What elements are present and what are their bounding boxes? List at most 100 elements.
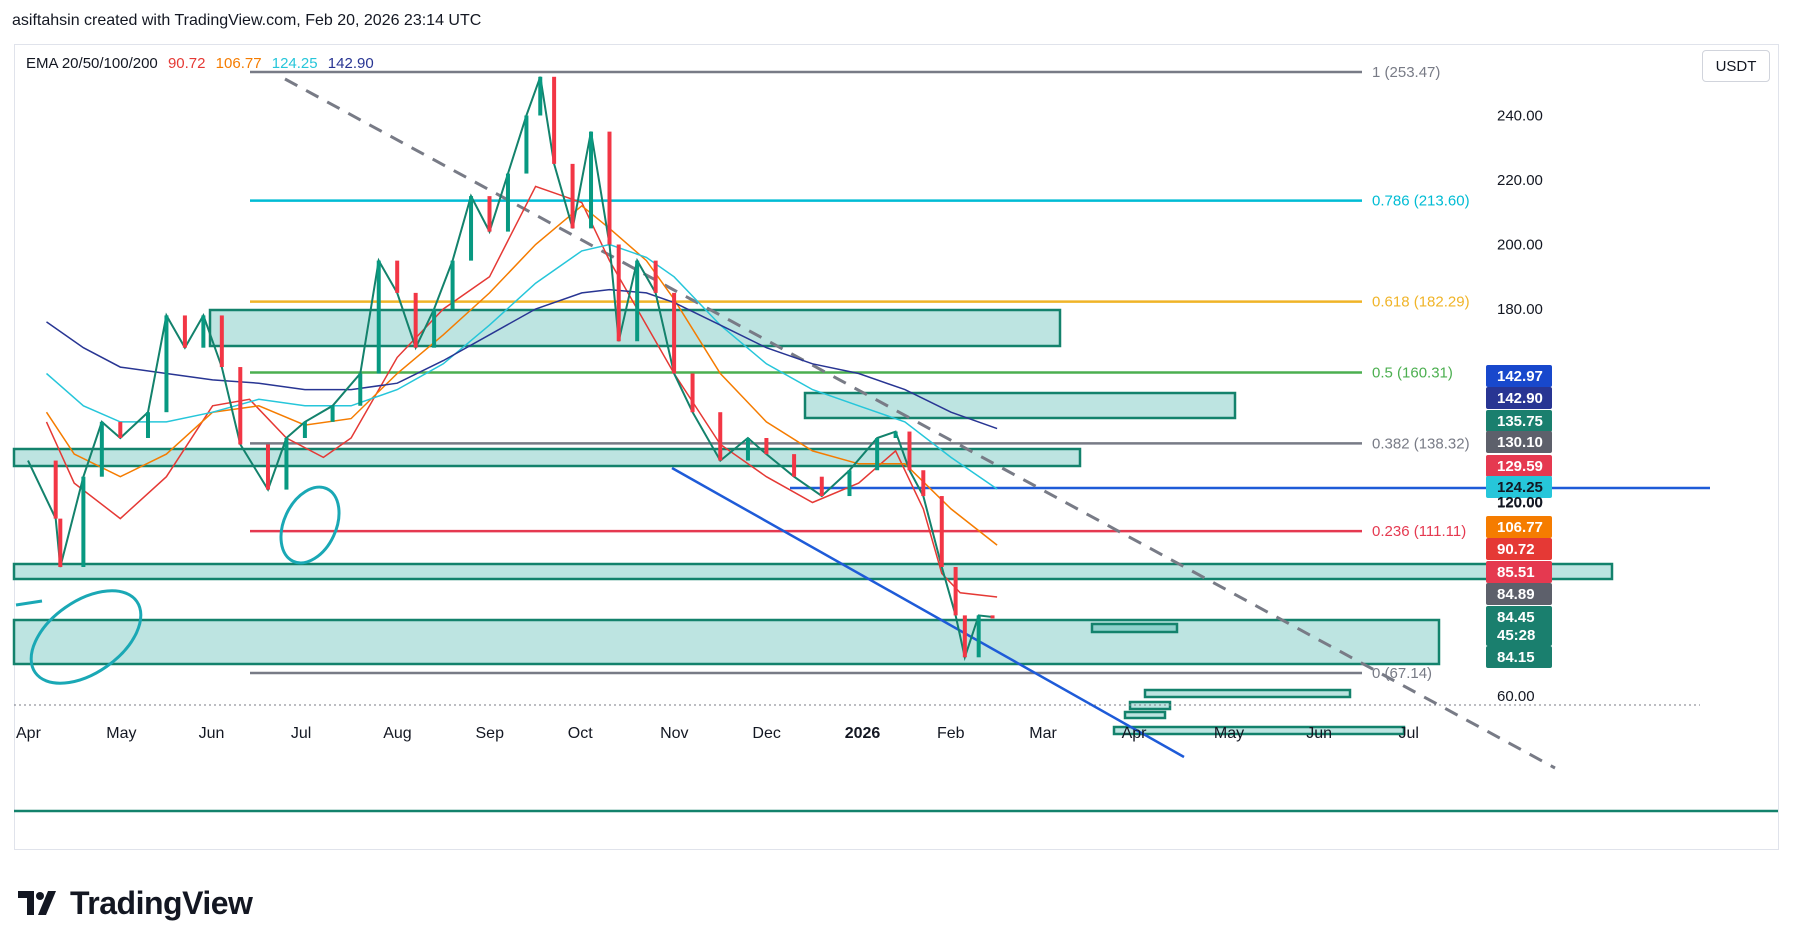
price-tag <box>1486 606 1552 628</box>
price-tag <box>1486 624 1552 646</box>
ema-line <box>45 185 998 598</box>
time-axis-label: Nov <box>660 725 688 742</box>
candle <box>450 260 455 309</box>
descending-dashed-trendline[interactable] <box>284 77 1556 770</box>
candle <box>524 115 529 174</box>
candle <box>99 421 104 477</box>
price-series <box>27 76 995 662</box>
price-tag <box>1486 455 1552 477</box>
price-axis-tick: 120.00 <box>1497 495 1543 512</box>
price-tag-label: 84.45 <box>1497 609 1535 626</box>
price-axis[interactable]: 60.00 120.00 180.00 200.00 220.00 240.00 <box>1497 108 1543 706</box>
zone-box[interactable] <box>1123 710 1167 720</box>
fib-level-label: 1 (253.47) <box>1372 64 1440 81</box>
time-axis-label: May <box>1214 725 1244 742</box>
price-tag <box>1486 365 1552 387</box>
tradingview-logo[interactable]: TradingView <box>18 885 253 922</box>
candle <box>145 412 150 438</box>
price-tag <box>1486 561 1552 583</box>
fib-level-label: 0.382 (138.32) <box>1372 435 1470 452</box>
candle <box>81 476 86 567</box>
candle <box>616 244 621 342</box>
candle <box>118 421 123 438</box>
candle <box>201 315 206 348</box>
price-axis-tick: 200.00 <box>1497 237 1543 254</box>
candle <box>921 470 926 497</box>
candle <box>875 438 880 471</box>
candle <box>819 476 824 497</box>
candle <box>990 615 995 619</box>
annotation-ellipse[interactable] <box>270 478 351 572</box>
candle <box>413 292 418 348</box>
chart-area[interactable] <box>14 44 1779 850</box>
currency-selector-button[interactable]: USDT <box>1702 50 1770 82</box>
candle <box>589 131 594 229</box>
candle <box>764 438 769 455</box>
candle <box>376 260 381 374</box>
zone-box[interactable] <box>1143 688 1352 699</box>
candle <box>487 196 492 232</box>
ema50-value: 106.77 <box>215 55 262 72</box>
time-axis-label: Jul <box>291 725 311 742</box>
time-axis-label: May <box>106 725 136 742</box>
zone-box[interactable] <box>12 447 1082 468</box>
zone-box[interactable] <box>208 308 1062 348</box>
time-axis-label: Sep <box>476 725 505 742</box>
fib-level-label: 0.786 (213.60) <box>1372 193 1470 210</box>
price-tag-label: 84.15 <box>1497 649 1535 666</box>
candle <box>552 76 557 164</box>
price-tag-label: 142.90 <box>1497 390 1543 407</box>
candle <box>653 260 658 293</box>
time-axis-label: Dec <box>752 725 780 742</box>
price-axis-tick: 240.00 <box>1497 108 1543 125</box>
candle <box>690 373 695 413</box>
price-axis-tick: 180.00 <box>1497 301 1543 318</box>
price-tag-label: 135.75 <box>1497 413 1543 430</box>
price-tag <box>1486 431 1552 453</box>
ema-line <box>46 243 998 490</box>
fibonacci-retracement[interactable]: 1 (253.47) 0.786 (213.60) 0.618 (182.29) 0.… <box>250 64 1470 682</box>
ema-legend-label: EMA 20/50/100/200 <box>26 55 158 72</box>
descending-support-trendline[interactable] <box>671 466 1185 759</box>
price-tag-stack: 142.97 142.90 135.75 130.10 129.59 124.25120.… <box>1486 365 1552 668</box>
candle <box>847 470 852 497</box>
zone-box[interactable] <box>1112 725 1406 736</box>
zone-box[interactable] <box>803 391 1237 420</box>
candle <box>953 567 958 616</box>
price-tag <box>1486 387 1552 409</box>
candle <box>893 431 898 438</box>
time-axis-label: Apr <box>1122 725 1148 742</box>
time-axis-label: Mar <box>1029 725 1057 742</box>
candle <box>238 367 243 445</box>
price-axis-tick: 220.00 <box>1497 172 1543 189</box>
candle <box>745 438 750 461</box>
fib-level-label: 0.236 (111.11) <box>1372 523 1466 540</box>
annotation-ellipse[interactable] <box>15 572 158 702</box>
chart-attribution: asiftahsin created with TradingView.com,… <box>12 12 482 29</box>
candle <box>284 438 289 490</box>
supply-demand-zones <box>12 308 1614 736</box>
annotation-circles <box>15 478 351 702</box>
ema20-value: 90.72 <box>167 55 206 72</box>
candle <box>672 292 677 374</box>
time-axis-label: Jun <box>199 725 225 742</box>
price-tag <box>1486 583 1552 605</box>
price-tag-label: 85.51 <box>1497 564 1535 581</box>
price-tag-label: 124.25 <box>1497 479 1543 496</box>
price-tag <box>1486 516 1552 538</box>
zone-box[interactable] <box>12 618 1441 666</box>
ema-line <box>45 204 998 546</box>
zone-box[interactable] <box>12 562 1614 581</box>
candle <box>607 131 612 245</box>
ema100-value: 124.25 <box>271 55 318 72</box>
ema-legend[interactable]: EMA 20/50/100/200 90.72 106.77 124.25 14… <box>26 55 380 72</box>
ema200-value: 142.90 <box>327 55 374 72</box>
time-axis[interactable]: Apr May Jun Jul Aug Sep Oct Nov Dec 2026 Feb Mar Apr… <box>16 725 1419 742</box>
candle <box>538 76 543 116</box>
time-axis-label: Apr <box>16 725 42 742</box>
price-tag <box>1486 646 1552 668</box>
zone-box[interactable] <box>1090 622 1179 634</box>
tradingview-logo-icon <box>18 890 56 915</box>
price-tag-label: 120.00 <box>1497 494 1543 511</box>
